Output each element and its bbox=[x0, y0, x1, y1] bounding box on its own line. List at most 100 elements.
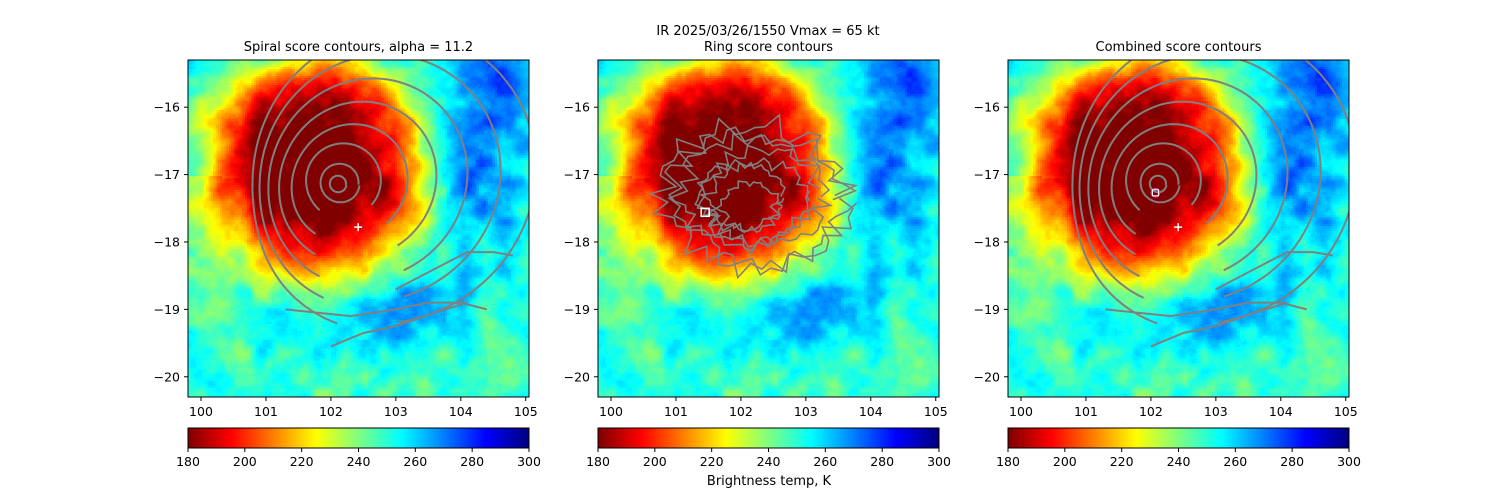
y-tick-label: −16 bbox=[154, 100, 180, 115]
x-tick-label: 101 bbox=[254, 404, 278, 419]
y-tick-label: −17 bbox=[154, 167, 180, 182]
ring-contour bbox=[648, 113, 859, 280]
spiral-contour bbox=[1078, 60, 1322, 299]
figure-suptitle: IR 2025/03/26/1550 Vmax = 65 kt bbox=[656, 24, 879, 39]
x-tick-label: 101 bbox=[1074, 404, 1098, 419]
colorbar-label: Brightness temp, K bbox=[707, 474, 832, 489]
center-plus-marker bbox=[1174, 223, 1183, 232]
x-tick-label: 102 bbox=[1139, 404, 1163, 419]
spiral-contour bbox=[1125, 142, 1202, 211]
x-tick-label: 102 bbox=[319, 404, 343, 419]
brightness-temp-heatmap bbox=[598, 60, 939, 397]
panel-3: Combined score contours 100 101 102 103 104 10… bbox=[974, 40, 1361, 469]
x-tick-label: 101 bbox=[664, 404, 688, 419]
colorbar-tick-label: 280 bbox=[460, 454, 484, 469]
contour-group bbox=[251, 60, 529, 348]
y-tick-label: −18 bbox=[564, 234, 590, 249]
colorbar-tick-label: 260 bbox=[813, 454, 837, 469]
center-square-marker bbox=[1151, 189, 1159, 197]
contour-group bbox=[1071, 60, 1349, 348]
y-tick-label: −20 bbox=[564, 369, 590, 384]
center-square-marker bbox=[700, 207, 710, 218]
center-plus-marker bbox=[354, 223, 363, 232]
y-tick-label: −16 bbox=[564, 100, 590, 115]
spiral-contour bbox=[1215, 251, 1333, 291]
y-tick-label: −18 bbox=[974, 234, 1000, 249]
colorbar-tick-label: 300 bbox=[1337, 454, 1361, 469]
colorbar-tick-label: 220 bbox=[1110, 454, 1134, 469]
colorbar-tick-label: 280 bbox=[1280, 454, 1304, 469]
colorbar-tick-label: 200 bbox=[233, 454, 257, 469]
x-tick-label: 103 bbox=[1204, 404, 1228, 419]
colorbar-tick-label: 260 bbox=[403, 454, 427, 469]
ring-contour bbox=[696, 144, 833, 252]
colorbar-tick-label: 200 bbox=[643, 454, 667, 469]
contour-group bbox=[648, 113, 859, 280]
x-tick-label: 104 bbox=[1269, 404, 1293, 419]
colorbar bbox=[188, 428, 529, 448]
panel-1: Spiral score contours, alpha = 11.2 100 10… bbox=[154, 40, 541, 469]
spiral-contour bbox=[1098, 100, 1258, 256]
x-tick-label: 102 bbox=[729, 404, 753, 419]
spiral-contour bbox=[267, 77, 469, 278]
axes-frame bbox=[597, 59, 940, 398]
x-tick-label: 103 bbox=[794, 404, 818, 419]
colorbar-tick-label: 280 bbox=[870, 454, 894, 469]
spiral-contour bbox=[395, 251, 513, 291]
colorbar-tick-label: 180 bbox=[176, 454, 200, 469]
x-tick-label: 103 bbox=[384, 404, 408, 419]
y-tick-label: −20 bbox=[974, 369, 1000, 384]
spiral-contour bbox=[278, 100, 438, 256]
x-tick-label: 105 bbox=[514, 404, 538, 419]
spiral-contour bbox=[328, 174, 348, 194]
panel-title: Spiral score contours, alpha = 11.2 bbox=[244, 40, 473, 55]
colorbar-tick-label: 240 bbox=[757, 454, 781, 469]
spiral-contour bbox=[1071, 60, 1349, 325]
colorbar-tick-label: 220 bbox=[290, 454, 314, 469]
colorbar-tick-label: 180 bbox=[996, 454, 1020, 469]
y-tick-label: −19 bbox=[154, 302, 180, 317]
ring-contour bbox=[663, 126, 821, 256]
panel-title: Combined score contours bbox=[1096, 40, 1262, 55]
y-tick-label: −19 bbox=[564, 302, 590, 317]
ring-contour bbox=[667, 131, 858, 276]
spiral-contour bbox=[1110, 123, 1229, 235]
panel-2: Ring score contours 100 101 102 103 104 105 −16… bbox=[564, 40, 951, 469]
spiral-contour bbox=[1150, 301, 1288, 348]
axes-frame bbox=[187, 59, 530, 398]
spiral-contour bbox=[1139, 162, 1181, 204]
colorbar-tick-label: 180 bbox=[586, 454, 610, 469]
y-tick-label: −16 bbox=[974, 100, 1000, 115]
spiral-contour bbox=[290, 123, 409, 235]
spiral-contour bbox=[1087, 77, 1289, 278]
colorbar-tick-label: 300 bbox=[517, 454, 541, 469]
colorbar bbox=[598, 428, 939, 448]
spiral-contour bbox=[251, 60, 529, 325]
x-tick-label: 100 bbox=[599, 404, 623, 419]
colorbar bbox=[1008, 428, 1349, 448]
y-tick-label: −18 bbox=[154, 234, 180, 249]
spiral-contour bbox=[305, 142, 382, 211]
center-circle-marker bbox=[1150, 187, 1161, 198]
x-tick-label: 100 bbox=[1009, 404, 1033, 419]
x-tick-label: 104 bbox=[449, 404, 473, 419]
x-tick-label: 104 bbox=[859, 404, 883, 419]
axes-frame bbox=[1007, 59, 1350, 398]
panels: Spiral score contours, alpha = 11.2 100 10… bbox=[154, 40, 1361, 469]
spiral-contour bbox=[1148, 174, 1168, 194]
spiral-contour bbox=[319, 162, 361, 204]
colorbar-tick-label: 240 bbox=[1167, 454, 1191, 469]
y-tick-label: −19 bbox=[974, 302, 1000, 317]
y-tick-label: −20 bbox=[154, 369, 180, 384]
x-tick-label: 105 bbox=[924, 404, 948, 419]
x-tick-label: 100 bbox=[189, 404, 213, 419]
colorbar-tick-label: 260 bbox=[1223, 454, 1247, 469]
colorbar-tick-label: 200 bbox=[1053, 454, 1077, 469]
colorbar-tick-label: 220 bbox=[700, 454, 724, 469]
ring-contour bbox=[698, 157, 815, 248]
spiral-contour bbox=[330, 301, 468, 348]
panel-title: Ring score contours bbox=[704, 40, 833, 55]
ring-contour bbox=[694, 158, 786, 234]
y-tick-label: −17 bbox=[974, 167, 1000, 182]
